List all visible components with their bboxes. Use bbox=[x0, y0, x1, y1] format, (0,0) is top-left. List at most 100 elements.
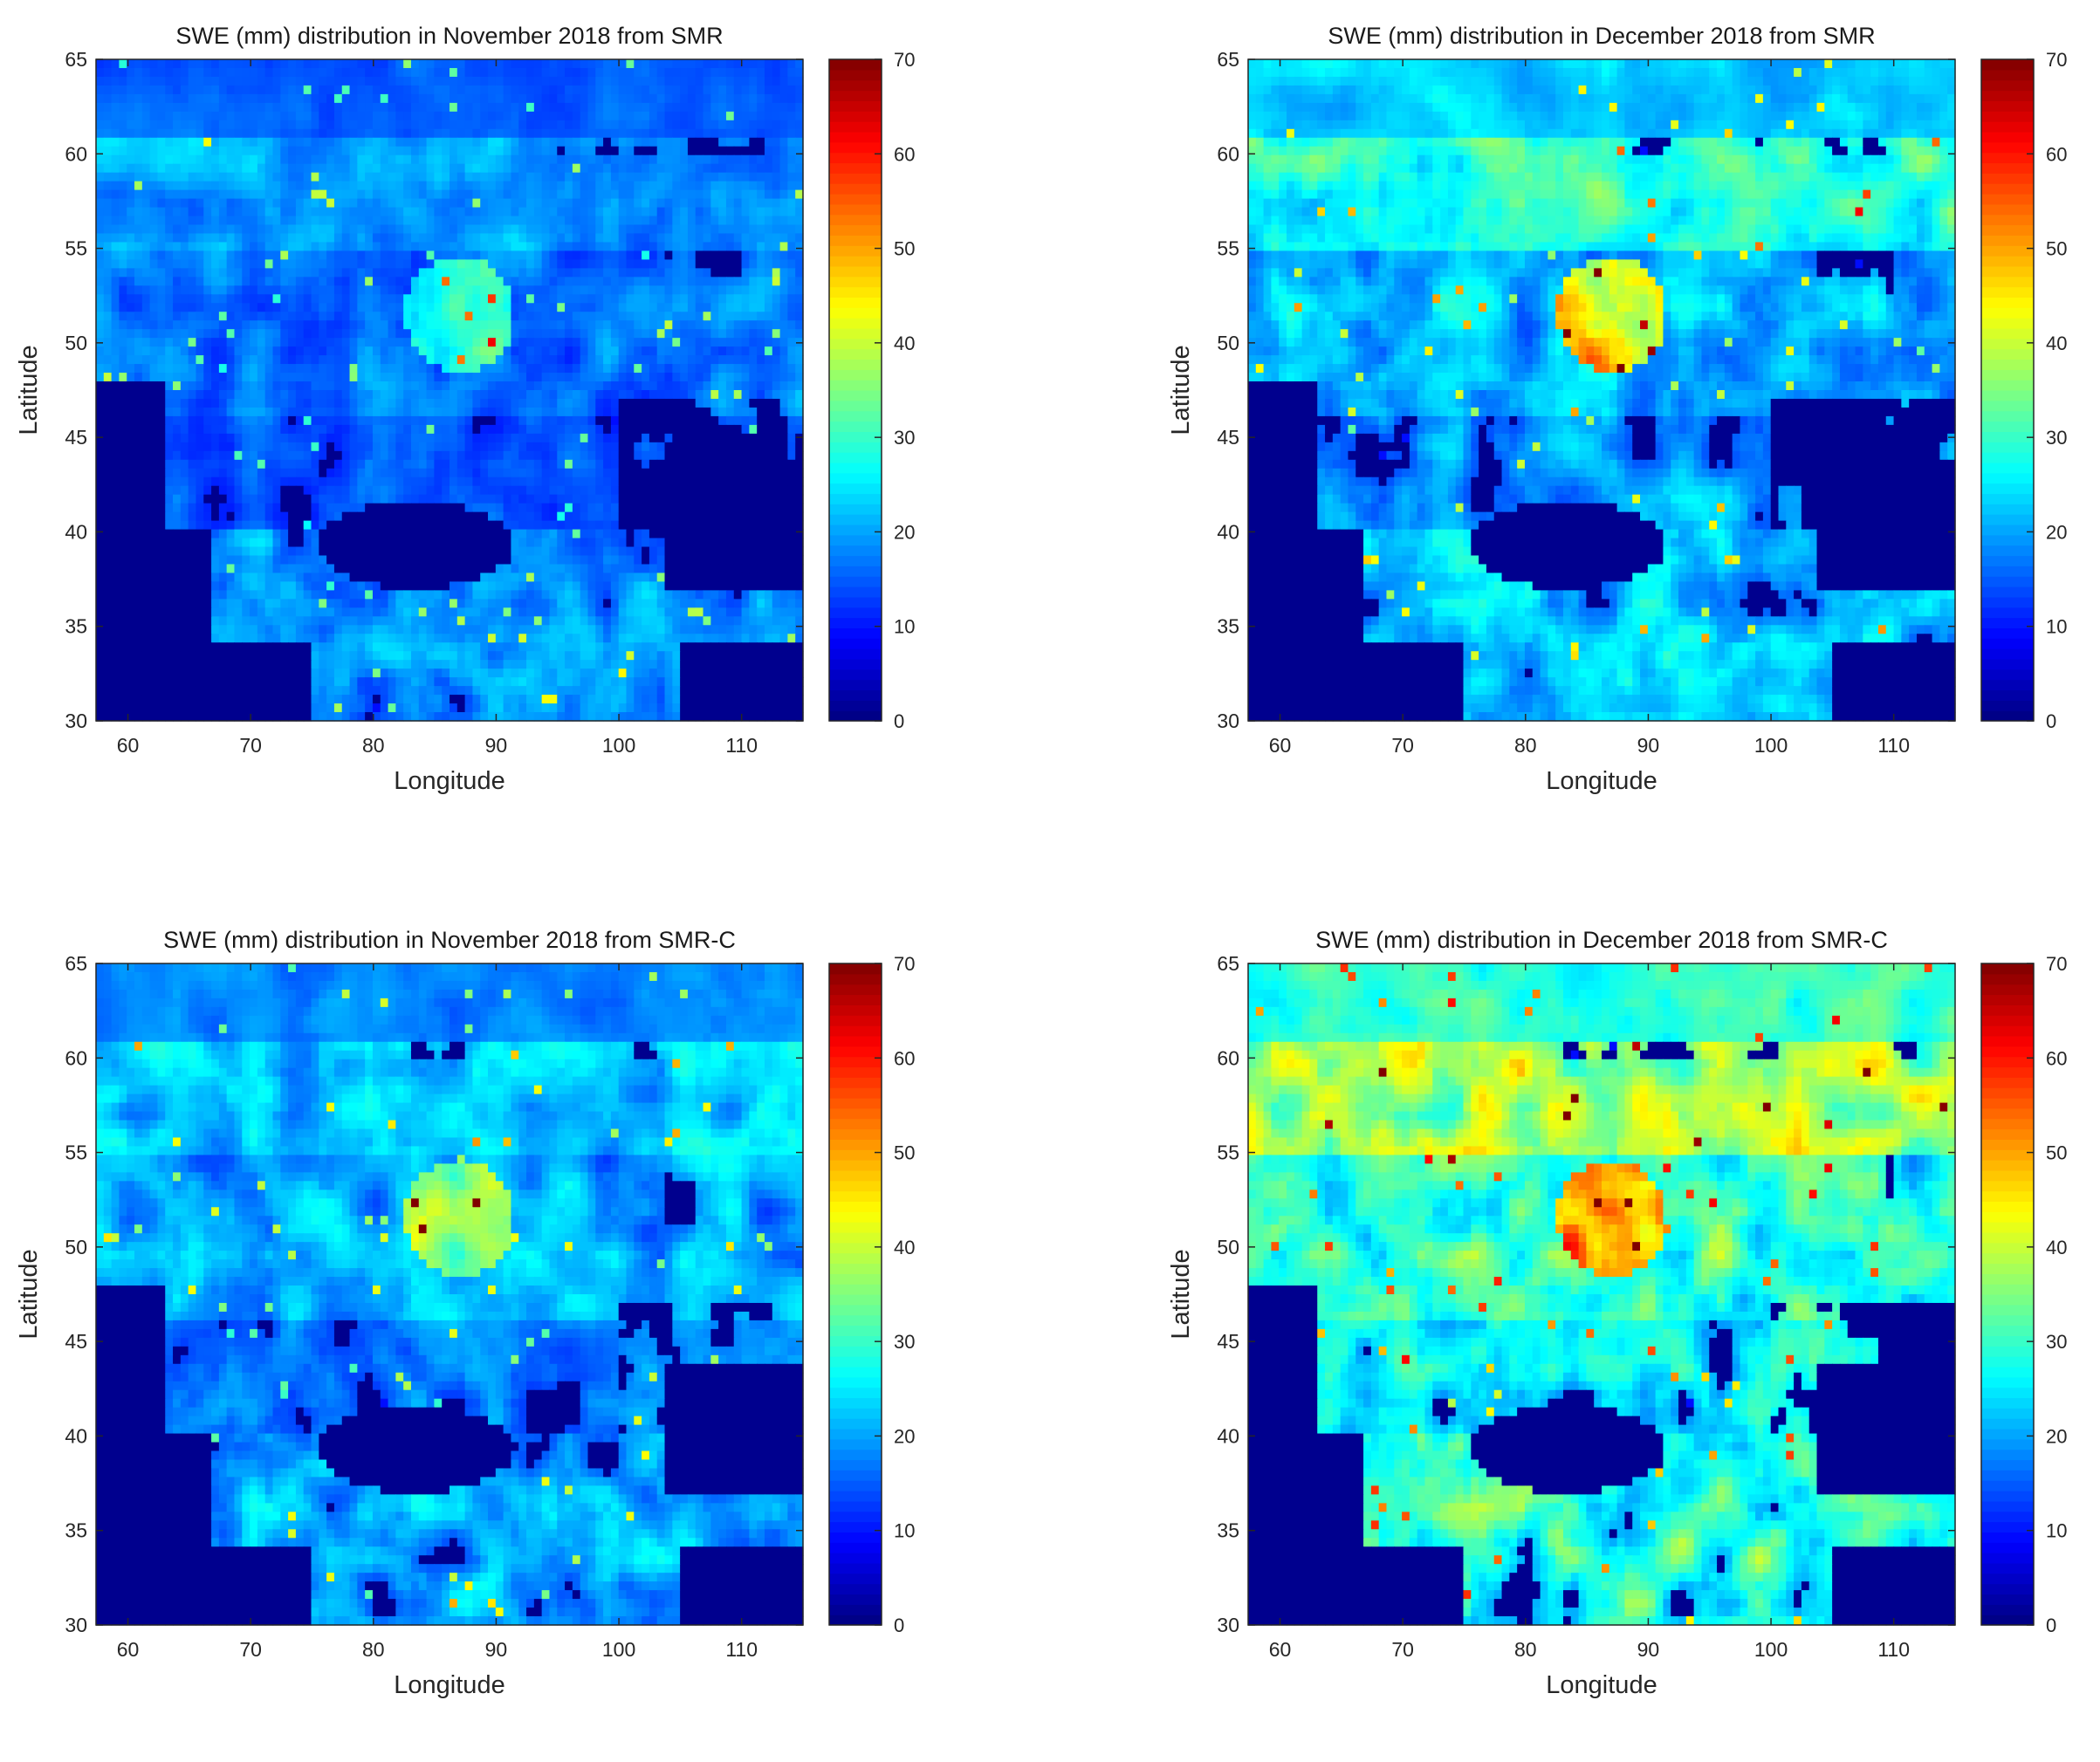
heatmap-cell bbox=[726, 103, 734, 113]
heatmap-cell bbox=[234, 329, 242, 339]
heatmap-cell bbox=[427, 129, 435, 139]
heatmap-cell bbox=[787, 103, 795, 113]
heatmap-cell bbox=[112, 469, 120, 478]
heatmap-cell bbox=[395, 155, 403, 165]
heatmap-cell bbox=[565, 147, 573, 156]
heatmap-cell bbox=[434, 155, 442, 165]
heatmap-cell bbox=[411, 164, 419, 174]
heatmap-cell bbox=[234, 460, 242, 470]
heatmap-cell bbox=[104, 59, 112, 69]
heatmap-cell bbox=[265, 138, 273, 147]
heatmap-cell bbox=[157, 182, 165, 191]
heatmap-cell bbox=[718, 233, 726, 243]
heatmap-cell bbox=[734, 164, 742, 174]
heatmap-cell bbox=[557, 329, 565, 339]
heatmap-cell bbox=[587, 504, 595, 513]
heatmap-cell bbox=[434, 486, 442, 496]
heatmap-cell bbox=[619, 399, 627, 408]
heatmap-cell bbox=[619, 294, 627, 304]
heatmap-cell bbox=[718, 399, 726, 408]
heatmap-cell bbox=[780, 250, 788, 260]
heatmap-cell bbox=[150, 103, 158, 113]
heatmap-cell bbox=[765, 408, 772, 417]
heatmap-cell bbox=[587, 216, 595, 226]
heatmap-cell bbox=[196, 164, 203, 174]
heatmap-cell bbox=[442, 94, 450, 104]
heatmap-cell bbox=[134, 329, 142, 339]
heatmap-cell bbox=[703, 199, 711, 209]
heatmap-cell bbox=[557, 320, 565, 330]
heatmap-cell bbox=[472, 442, 480, 452]
heatmap-cell bbox=[157, 294, 165, 304]
heatmap-cell bbox=[442, 504, 450, 513]
heatmap-cell bbox=[557, 112, 565, 121]
heatmap-cell bbox=[127, 112, 134, 121]
heatmap-cell bbox=[742, 129, 750, 139]
heatmap-cell bbox=[142, 434, 150, 443]
heatmap-cell bbox=[419, 355, 427, 365]
heatmap-cell bbox=[565, 469, 573, 478]
heatmap-cell bbox=[196, 94, 203, 104]
heatmap-cell bbox=[150, 320, 158, 330]
heatmap-cell bbox=[526, 495, 534, 504]
heatmap-cell bbox=[696, 129, 703, 139]
heatmap-cell bbox=[557, 86, 565, 95]
heatmap-cell bbox=[203, 277, 211, 286]
heatmap-cell bbox=[411, 182, 419, 191]
heatmap-cell bbox=[350, 512, 358, 522]
heatmap-cell bbox=[504, 486, 511, 496]
heatmap-cell bbox=[304, 138, 312, 147]
heatmap-cell bbox=[665, 477, 673, 487]
heatmap-cell bbox=[134, 199, 142, 209]
heatmap-cell bbox=[250, 338, 257, 347]
heatmap-cell bbox=[326, 320, 334, 330]
heatmap-cell bbox=[680, 364, 688, 374]
heatmap-cell bbox=[795, 504, 803, 513]
heatmap-cell bbox=[342, 259, 350, 269]
heatmap-cell bbox=[480, 138, 488, 147]
heatmap-cell bbox=[142, 355, 150, 365]
heatmap-cell bbox=[157, 399, 165, 408]
heatmap-cell bbox=[334, 103, 342, 113]
heatmap-cell bbox=[511, 173, 518, 182]
heatmap-cell bbox=[181, 451, 189, 461]
heatmap-cell bbox=[749, 208, 757, 217]
heatmap-cell bbox=[534, 329, 542, 339]
heatmap-cell bbox=[326, 373, 334, 382]
heatmap-cell bbox=[627, 129, 635, 139]
heatmap-cell bbox=[273, 155, 281, 165]
heatmap-cell bbox=[265, 390, 273, 400]
heatmap-cell bbox=[134, 129, 142, 139]
heatmap-cell bbox=[312, 521, 319, 531]
heatmap-cell bbox=[227, 442, 235, 452]
heatmap-cell bbox=[580, 390, 588, 400]
heatmap-cell bbox=[342, 373, 350, 382]
heatmap-cell bbox=[772, 346, 780, 356]
heatmap-cell bbox=[234, 312, 242, 321]
heatmap-cell bbox=[573, 216, 580, 226]
heatmap-cell bbox=[157, 530, 165, 539]
heatmap-cell bbox=[672, 86, 680, 95]
heatmap-cell bbox=[450, 138, 457, 147]
heatmap-cell bbox=[565, 285, 573, 295]
heatmap-cell bbox=[649, 94, 657, 104]
heatmap-cell bbox=[726, 477, 734, 487]
heatmap-cell bbox=[634, 399, 642, 408]
heatmap-cell bbox=[710, 495, 718, 504]
heatmap-cell bbox=[189, 190, 196, 200]
heatmap-cell bbox=[703, 521, 711, 531]
heatmap-cell bbox=[365, 512, 373, 522]
heatmap-cell bbox=[772, 477, 780, 487]
heatmap-cell bbox=[434, 147, 442, 156]
heatmap-cell bbox=[119, 182, 127, 191]
heatmap-cell bbox=[726, 294, 734, 304]
heatmap-cell bbox=[542, 182, 550, 191]
heatmap-cell bbox=[211, 129, 219, 139]
heatmap-cell bbox=[496, 68, 504, 78]
heatmap-cell bbox=[765, 373, 772, 382]
heatmap-cell bbox=[634, 268, 642, 278]
heatmap-cell bbox=[312, 112, 319, 121]
heatmap-cell bbox=[219, 103, 227, 113]
heatmap-cell bbox=[472, 329, 480, 339]
heatmap-cell bbox=[112, 86, 120, 95]
